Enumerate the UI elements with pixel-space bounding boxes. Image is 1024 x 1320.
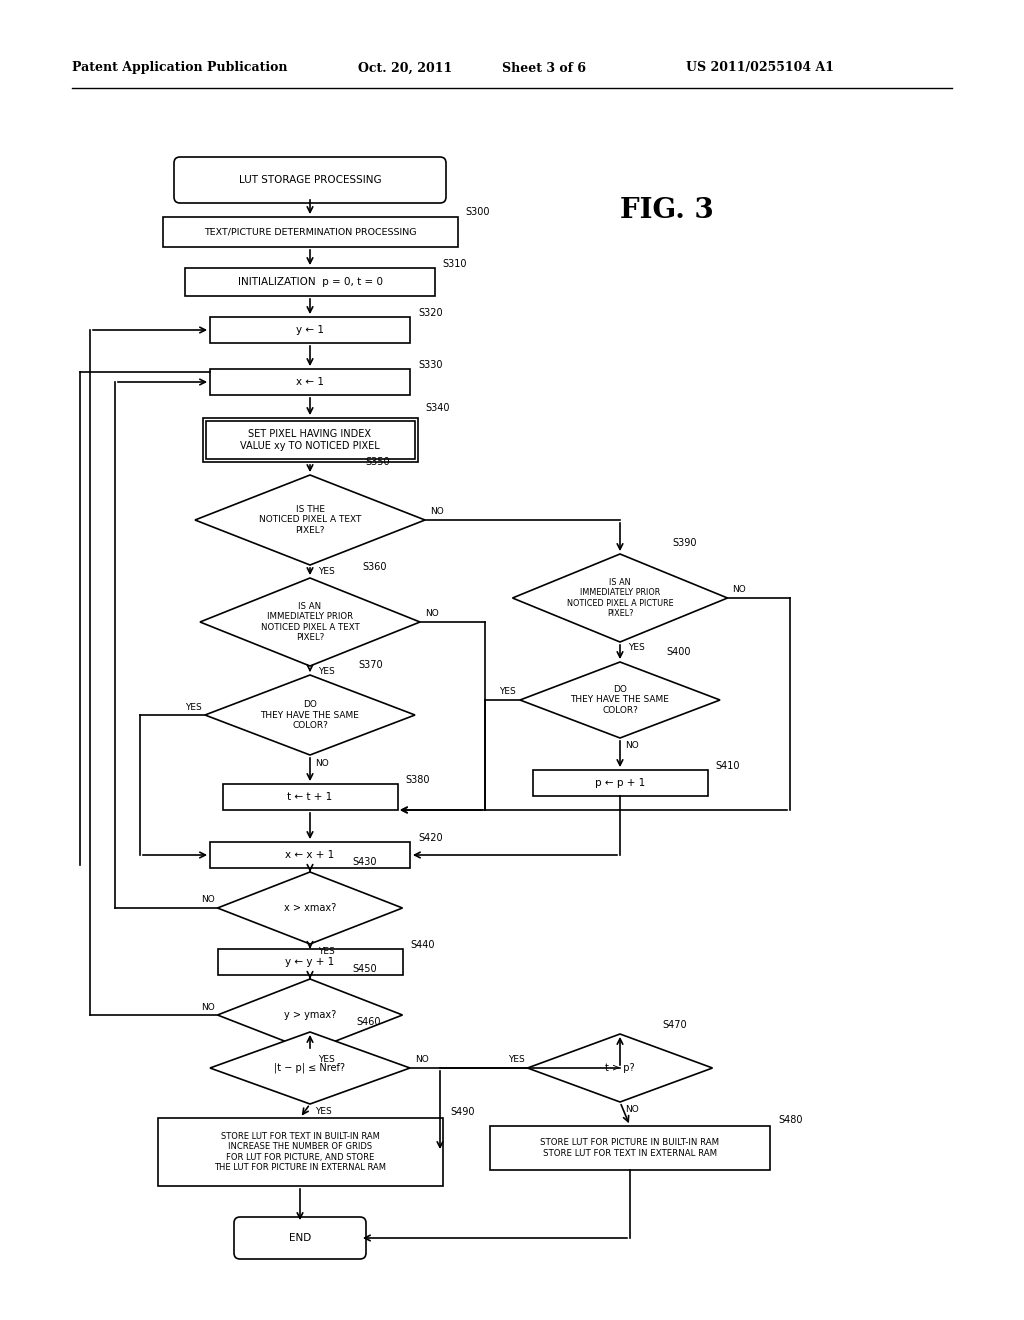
- Text: S330: S330: [418, 360, 442, 370]
- Polygon shape: [527, 1034, 713, 1102]
- Text: x > xmax?: x > xmax?: [284, 903, 336, 913]
- Text: S370: S370: [358, 660, 383, 671]
- FancyBboxPatch shape: [174, 157, 446, 203]
- Text: y > ymax?: y > ymax?: [284, 1010, 336, 1020]
- FancyBboxPatch shape: [210, 317, 410, 343]
- Text: S480: S480: [778, 1115, 803, 1125]
- FancyBboxPatch shape: [203, 418, 418, 462]
- Text: S430: S430: [352, 857, 377, 867]
- FancyBboxPatch shape: [234, 1217, 366, 1259]
- Text: x ← x + 1: x ← x + 1: [286, 850, 335, 861]
- Text: YES: YES: [508, 1056, 525, 1064]
- Polygon shape: [200, 578, 420, 667]
- Polygon shape: [512, 554, 727, 642]
- Polygon shape: [217, 979, 402, 1051]
- Text: S340: S340: [425, 403, 450, 413]
- Text: YES: YES: [628, 644, 645, 652]
- Text: YES: YES: [318, 1055, 335, 1064]
- Text: SET PIXEL HAVING INDEX
VALUE xy TO NOTICED PIXEL: SET PIXEL HAVING INDEX VALUE xy TO NOTIC…: [240, 429, 380, 451]
- FancyBboxPatch shape: [158, 1118, 442, 1185]
- Text: NO: NO: [625, 742, 639, 751]
- Text: YES: YES: [318, 568, 335, 577]
- Text: INITIALIZATION  p = 0, t = 0: INITIALIZATION p = 0, t = 0: [238, 277, 383, 286]
- FancyBboxPatch shape: [185, 268, 435, 296]
- Text: LUT STORAGE PROCESSING: LUT STORAGE PROCESSING: [239, 176, 381, 185]
- Text: Sheet 3 of 6: Sheet 3 of 6: [502, 62, 586, 74]
- Text: FIG. 3: FIG. 3: [620, 197, 714, 223]
- Text: NO: NO: [425, 610, 438, 619]
- Text: NO: NO: [430, 507, 443, 516]
- Text: NO: NO: [415, 1056, 429, 1064]
- FancyBboxPatch shape: [206, 421, 415, 459]
- Text: IS AN
IMMEDIATELY PRIOR
NOTICED PIXEL A TEXT
PIXEL?: IS AN IMMEDIATELY PRIOR NOTICED PIXEL A …: [261, 602, 359, 642]
- Text: S440: S440: [410, 940, 434, 950]
- Polygon shape: [520, 663, 720, 738]
- Text: S350: S350: [365, 457, 389, 467]
- Text: S470: S470: [662, 1020, 687, 1030]
- Text: S300: S300: [465, 207, 489, 216]
- Polygon shape: [210, 1032, 410, 1104]
- Text: S490: S490: [450, 1107, 474, 1117]
- Text: Oct. 20, 2011: Oct. 20, 2011: [358, 62, 453, 74]
- Text: YES: YES: [185, 702, 202, 711]
- Text: t > p?: t > p?: [605, 1063, 635, 1073]
- Text: YES: YES: [318, 948, 335, 957]
- Text: YES: YES: [315, 1107, 332, 1117]
- Text: S360: S360: [362, 562, 386, 572]
- FancyBboxPatch shape: [210, 370, 410, 395]
- Text: y ← y + 1: y ← y + 1: [286, 957, 335, 968]
- FancyBboxPatch shape: [222, 784, 397, 810]
- Text: S420: S420: [418, 833, 442, 843]
- Text: YES: YES: [500, 688, 516, 697]
- Text: NO: NO: [625, 1106, 639, 1114]
- Text: STORE LUT FOR PICTURE IN BUILT-IN RAM
STORE LUT FOR TEXT IN EXTERNAL RAM: STORE LUT FOR PICTURE IN BUILT-IN RAM ST…: [541, 1138, 720, 1158]
- Polygon shape: [217, 873, 402, 944]
- Text: DO
THEY HAVE THE SAME
COLOR?: DO THEY HAVE THE SAME COLOR?: [570, 685, 670, 715]
- Text: y ← 1: y ← 1: [296, 325, 324, 335]
- Text: S460: S460: [356, 1016, 381, 1027]
- Text: S390: S390: [672, 539, 696, 548]
- Text: NO: NO: [202, 1002, 215, 1011]
- Text: NO: NO: [315, 759, 329, 767]
- FancyBboxPatch shape: [490, 1126, 770, 1170]
- Text: END: END: [289, 1233, 311, 1243]
- Text: S410: S410: [715, 762, 739, 771]
- Text: S400: S400: [666, 647, 690, 657]
- Text: Patent Application Publication: Patent Application Publication: [72, 62, 288, 74]
- Text: x ← 1: x ← 1: [296, 378, 324, 387]
- Text: t ← t + 1: t ← t + 1: [288, 792, 333, 803]
- FancyBboxPatch shape: [217, 949, 402, 975]
- Text: S320: S320: [418, 308, 442, 318]
- FancyBboxPatch shape: [210, 842, 410, 869]
- FancyBboxPatch shape: [532, 770, 708, 796]
- Text: p ← p + 1: p ← p + 1: [595, 777, 645, 788]
- Text: |t − p| ≤ Nref?: |t − p| ≤ Nref?: [274, 1063, 345, 1073]
- Text: S380: S380: [406, 775, 429, 785]
- Text: IS THE
NOTICED PIXEL A TEXT
PIXEL?: IS THE NOTICED PIXEL A TEXT PIXEL?: [259, 506, 361, 535]
- Text: DO
THEY HAVE THE SAME
COLOR?: DO THEY HAVE THE SAME COLOR?: [260, 700, 359, 730]
- Text: IS AN
IMMEDIATELY PRIOR
NOTICED PIXEL A PICTURE
PIXEL?: IS AN IMMEDIATELY PRIOR NOTICED PIXEL A …: [566, 578, 674, 618]
- Polygon shape: [205, 675, 415, 755]
- Text: YES: YES: [318, 668, 335, 676]
- Text: NO: NO: [732, 586, 745, 594]
- Text: S310: S310: [442, 259, 467, 269]
- Text: S450: S450: [352, 964, 377, 974]
- Text: TEXT/PICTURE DETERMINATION PROCESSING: TEXT/PICTURE DETERMINATION PROCESSING: [204, 227, 416, 236]
- Text: US 2011/0255104 A1: US 2011/0255104 A1: [686, 62, 834, 74]
- FancyBboxPatch shape: [163, 216, 458, 247]
- Polygon shape: [195, 475, 425, 565]
- Text: NO: NO: [202, 895, 215, 904]
- Text: STORE LUT FOR TEXT IN BUILT-IN RAM
INCREASE THE NUMBER OF GRIDS
FOR LUT FOR PICT: STORE LUT FOR TEXT IN BUILT-IN RAM INCRE…: [214, 1133, 386, 1172]
